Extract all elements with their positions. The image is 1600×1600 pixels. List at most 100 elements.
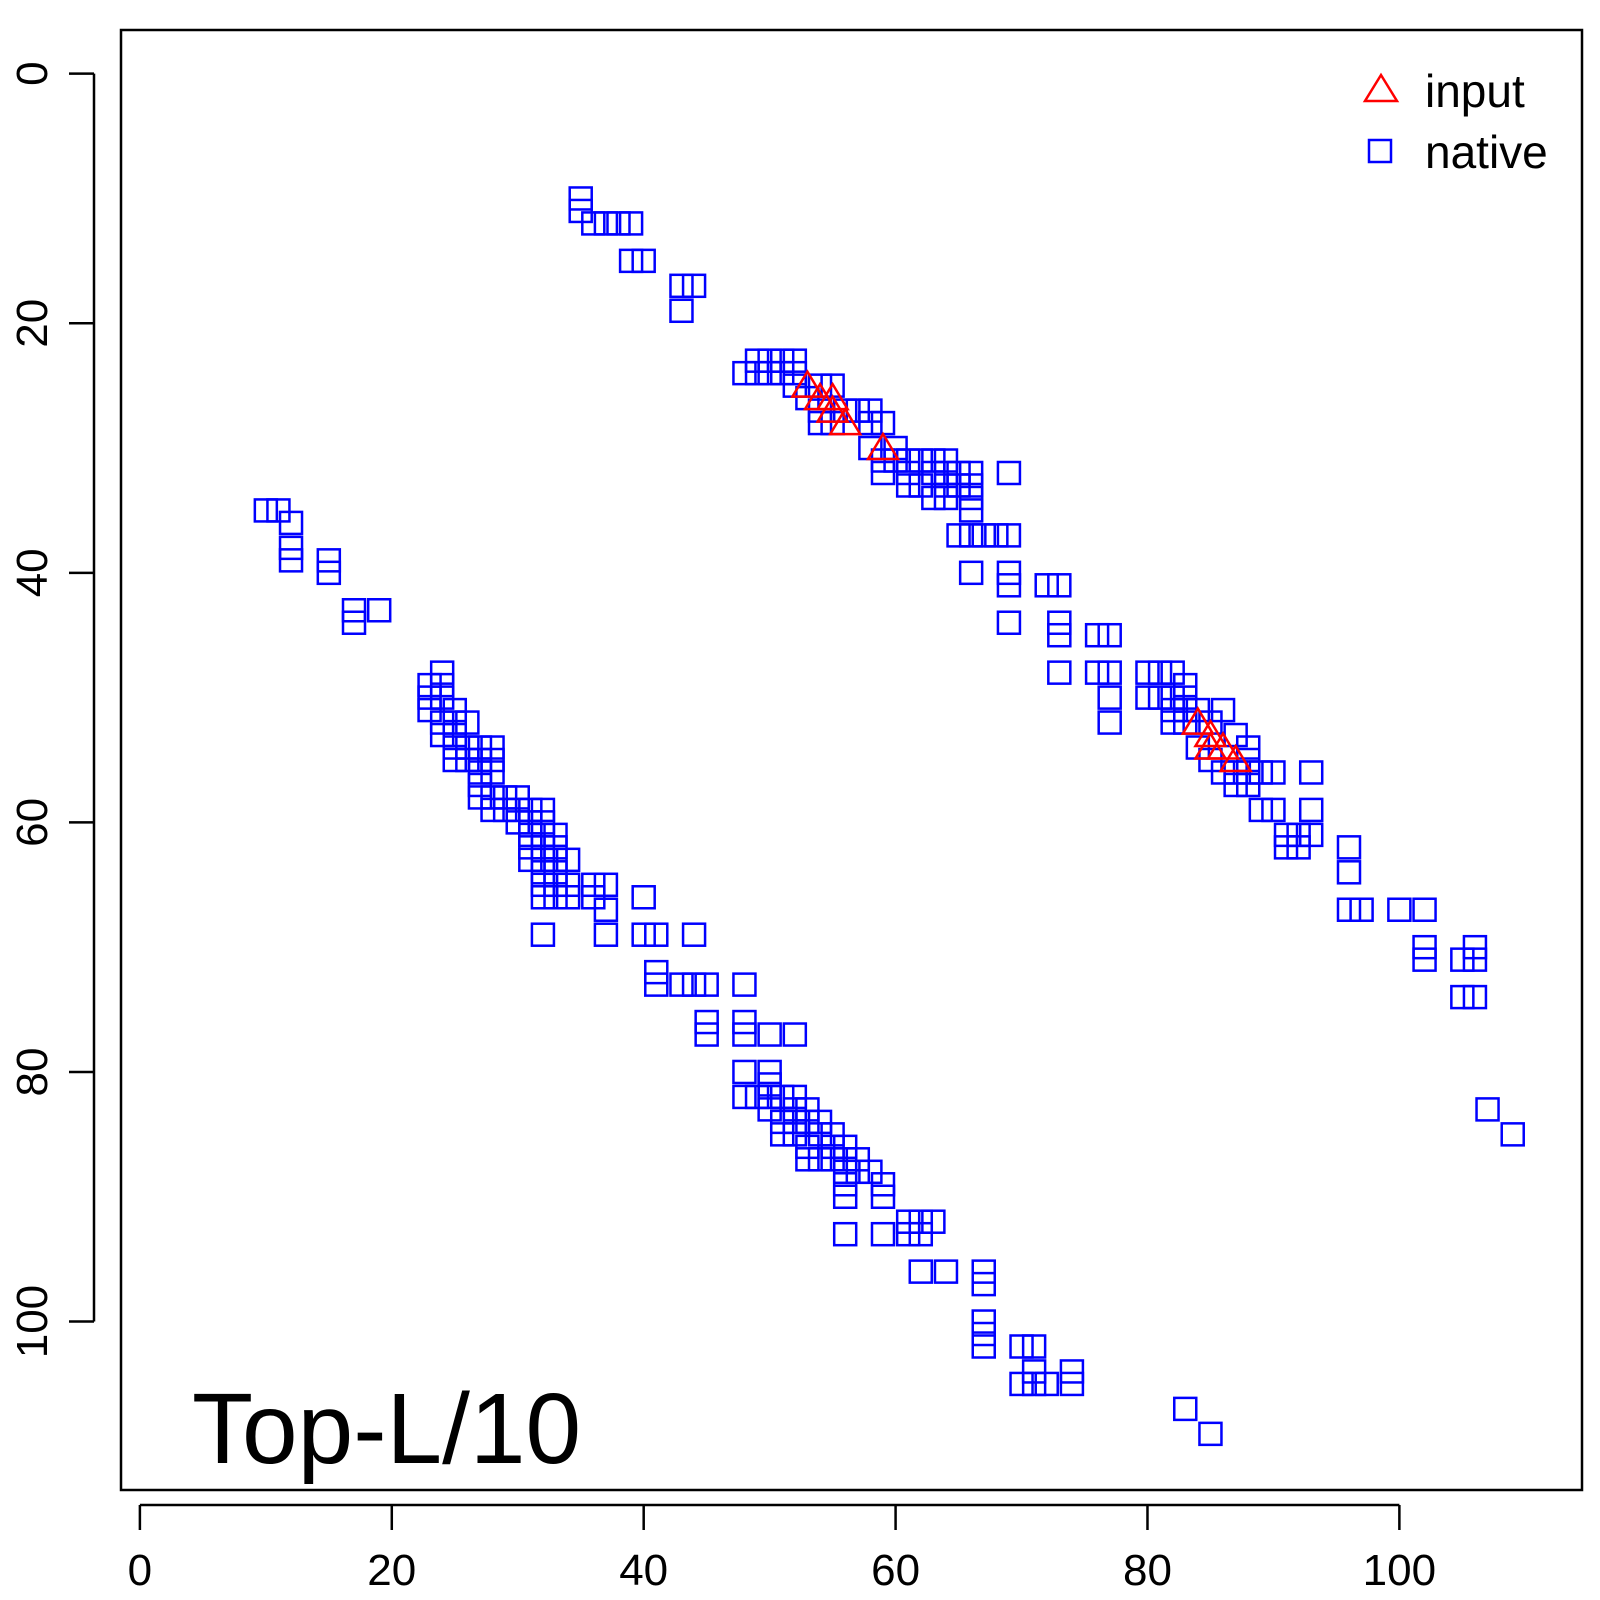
native-point: [644, 922, 669, 947]
native-point: [1462, 984, 1488, 1010]
native-point: [807, 1122, 833, 1147]
native-point: [467, 772, 493, 798]
y-tick-label: 100: [8, 1285, 57, 1358]
native-point: [467, 735, 493, 760]
native-point: [1223, 760, 1248, 785]
native-point: [870, 1172, 896, 1197]
native-point: [807, 1147, 833, 1172]
native-point: [1336, 860, 1362, 885]
native-point: [757, 348, 782, 373]
native-point: [694, 1022, 719, 1047]
native-point: [732, 1059, 757, 1085]
x-tick-label: 40: [619, 1546, 668, 1595]
native-point: [946, 523, 971, 548]
native-point: [795, 1134, 820, 1160]
native-point: [820, 1122, 845, 1147]
input-point: [1193, 718, 1228, 748]
input-point: [827, 406, 863, 436]
native-point: [921, 485, 946, 511]
native-point: [1261, 760, 1286, 785]
input-point: [1180, 706, 1216, 735]
native-point: [744, 348, 770, 373]
y-tick-label: 40: [8, 548, 57, 597]
native-point: [505, 797, 530, 823]
native-point: [782, 348, 808, 373]
native-point: [518, 810, 543, 835]
native-point: [895, 448, 921, 473]
native-point: [820, 1134, 845, 1160]
native-point: [530, 847, 556, 873]
native-point: [845, 1159, 871, 1185]
native-point: [467, 747, 493, 773]
native-point: [858, 410, 883, 436]
native-point: [694, 972, 719, 997]
native-point: [429, 660, 455, 685]
native-point: [631, 248, 656, 274]
native-point: [593, 897, 619, 922]
native-point: [480, 747, 505, 773]
native-point: [744, 1084, 770, 1110]
native-point: [681, 922, 707, 947]
native-point: [732, 972, 757, 997]
native-point: [530, 922, 556, 947]
native-point: [1210, 760, 1236, 785]
native-point: [732, 1022, 757, 1047]
native-point: [1097, 622, 1122, 648]
x-axis: 0 20 40 60 80 100: [128, 1503, 1436, 1595]
native-point: [1298, 760, 1324, 785]
native-point: [593, 922, 619, 947]
x-tick-label: 80: [1123, 1546, 1172, 1595]
native-point: [832, 1147, 858, 1172]
native-point: [1021, 1371, 1047, 1397]
native-point: [442, 722, 468, 748]
native-point: [593, 211, 619, 236]
native-point: [1286, 822, 1311, 848]
native-point: [782, 1122, 808, 1147]
native-point: [1084, 660, 1110, 685]
native-point: [581, 885, 606, 910]
native-point: [1336, 897, 1362, 922]
native-point: [278, 510, 304, 536]
native-point: [1009, 1371, 1034, 1397]
native-point: [769, 348, 795, 373]
native-point: [530, 885, 556, 910]
native-point: [757, 1072, 782, 1097]
native-point: [971, 1271, 996, 1297]
native-point: [757, 1097, 782, 1122]
native-point: [1135, 660, 1160, 685]
y-tick-label: 20: [8, 299, 57, 348]
native-point: [921, 1209, 946, 1234]
native-point: [480, 797, 505, 823]
native-point: [782, 1097, 808, 1122]
native-point: [1198, 747, 1223, 773]
native-point: [971, 1309, 996, 1334]
native-point: [555, 885, 581, 910]
native-point: [1047, 622, 1072, 648]
native-point: [1147, 660, 1173, 685]
native-point: [1412, 934, 1437, 960]
native-point: [782, 1084, 808, 1110]
native-point: [744, 360, 770, 386]
native-point: [278, 535, 304, 561]
native-point: [795, 1147, 820, 1172]
native-point: [455, 735, 480, 760]
input-series: [790, 369, 1253, 773]
native-point: [543, 860, 568, 885]
native-point: [769, 1084, 795, 1110]
native-point: [316, 548, 342, 573]
native-point: [769, 1122, 795, 1147]
native-point: [832, 1159, 858, 1185]
native-point: [530, 822, 556, 848]
native-point: [832, 1134, 858, 1160]
native-point: [555, 847, 581, 873]
native-point: [492, 797, 518, 823]
native-point: [933, 473, 959, 498]
native-point: [518, 835, 543, 860]
x-tick-label: 20: [367, 1546, 416, 1595]
native-point: [417, 672, 442, 698]
native-point: [870, 448, 896, 473]
native-point: [669, 972, 694, 997]
native-point: [807, 1109, 833, 1135]
native-point: [858, 1159, 883, 1185]
x-tick-label: 100: [1363, 1546, 1436, 1595]
